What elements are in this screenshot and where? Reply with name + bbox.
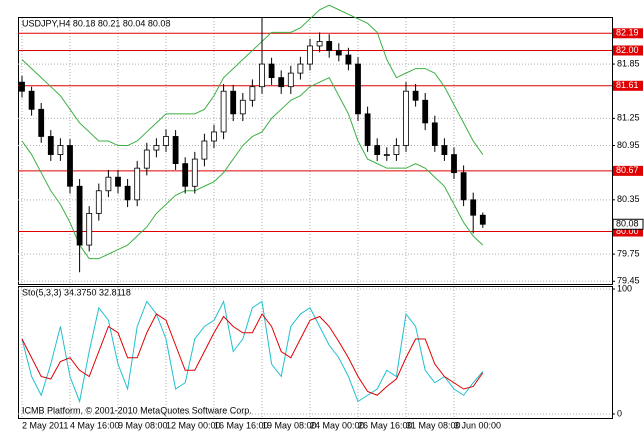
indicator-line [21, 299, 484, 404]
y-tick-label: 79.75 [617, 249, 640, 259]
y-tick-label: 80.35 [617, 194, 640, 204]
x-tick-label: 31 May 08:00 [406, 420, 461, 430]
y-tick-label: 79.45 [617, 276, 640, 286]
candle-body [47, 136, 54, 155]
candle-body [259, 63, 265, 88]
y-tick-label: 0 [617, 408, 622, 418]
candle-body [460, 172, 467, 201]
level-label: 82.19 [616, 28, 639, 38]
footer: ICMB Platform, © 2001-2010 MetaQuotes So… [22, 405, 252, 415]
band-line [21, 4, 484, 155]
main-panel [18, 17, 613, 285]
candle-body [335, 50, 342, 56]
candle-body [163, 136, 169, 146]
candle-body [211, 131, 217, 142]
candle-body [249, 86, 256, 101]
level-label-box [613, 226, 643, 237]
candle-body [105, 176, 112, 192]
y-tick-label: 81.25 [617, 113, 640, 123]
candle-body [326, 41, 333, 51]
level-label: 80.00 [616, 226, 639, 236]
level-label-box [613, 80, 643, 91]
candle-body [182, 163, 189, 187]
x-tick-label: 24 May 00:00 [310, 420, 365, 430]
candle-body [316, 41, 323, 47]
candle-body [297, 63, 304, 74]
candle-body [143, 149, 150, 169]
y-tick-label: 100 [617, 283, 632, 293]
candle-body [403, 90, 409, 146]
candle-body [470, 199, 477, 216]
candle-body [383, 154, 390, 156]
price-label-box [612, 218, 644, 230]
candle-body [393, 145, 400, 155]
x-tick-label: 16 May 16:00 [214, 420, 269, 430]
candle-body [86, 213, 93, 246]
stochastic-panel [18, 286, 613, 419]
candle-body [38, 108, 45, 137]
candle-body [124, 185, 131, 201]
candle-body [201, 140, 208, 160]
level-label: 80.67 [616, 165, 639, 175]
x-tick-label: 12 May 00:00 [166, 420, 221, 430]
candle-body [19, 81, 25, 92]
price-label: 80.08 [616, 219, 639, 229]
indicator-line [21, 313, 484, 396]
candle-body [441, 145, 448, 155]
chart-title: USDJPY,H4 80.18 80.21 80.04 80.08 [22, 18, 170, 28]
x-tick-label: 9 May 08:00 [118, 420, 168, 430]
candle-body [412, 90, 419, 101]
candle-body [28, 90, 35, 110]
candle-body [345, 54, 352, 65]
candle-body [431, 122, 438, 146]
candle-body [479, 214, 486, 225]
candle-body [374, 145, 381, 155]
candle-body [191, 158, 198, 187]
candle-body [115, 176, 121, 187]
candle-body [451, 154, 457, 174]
indicator-title: Sto(5,3,3) 34.3750 32.8118 [22, 287, 131, 297]
candle-body [134, 167, 141, 201]
candle-body [153, 145, 160, 151]
level-label: 82.00 [616, 45, 639, 55]
y-tick-label: 80.95 [617, 140, 640, 150]
x-tick-label: 4 May 16:00 [70, 420, 120, 430]
candle-body [172, 136, 179, 165]
candle-body [57, 145, 64, 155]
candle-body [268, 63, 275, 79]
candle-body [364, 113, 371, 146]
level-label-box [613, 165, 643, 176]
x-tick-label: 19 May 08:00 [262, 420, 317, 430]
candle-body [287, 72, 294, 88]
candle-body [307, 45, 313, 65]
level-label: 81.61 [616, 80, 639, 90]
candle-body [95, 190, 102, 214]
candle-body [422, 99, 429, 124]
candle-body [239, 99, 246, 115]
candle-body [67, 145, 73, 187]
band-line [21, 76, 484, 260]
candle-body [76, 185, 83, 246]
x-tick-label: 2 May 2011 [22, 420, 68, 430]
y-tick-label: 81.85 [617, 58, 640, 68]
candle-body [278, 77, 285, 88]
x-tick-label: 3 Jun 00:00 [454, 420, 501, 430]
candle-body [355, 63, 361, 115]
level-label-box [613, 45, 643, 56]
level-label-box [613, 28, 643, 39]
candle-body [230, 90, 237, 115]
candle-body [220, 90, 227, 133]
x-tick-label: 26 May 16:00 [358, 420, 413, 430]
